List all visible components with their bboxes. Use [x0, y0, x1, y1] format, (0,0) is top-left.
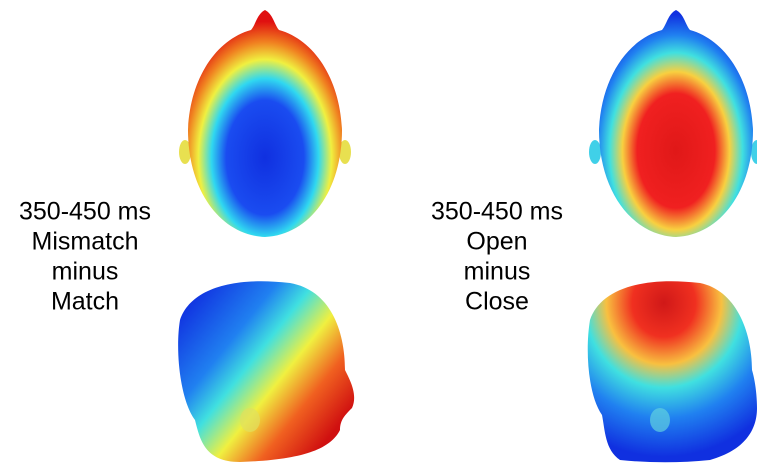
- panel-left: 350-450 ms Mismatch minus Match: [19, 10, 354, 462]
- ear: [650, 408, 670, 432]
- head-side-map: [588, 281, 757, 462]
- label-line: Close: [465, 288, 529, 316]
- label-line: minus: [52, 258, 119, 286]
- label-line: Mismatch: [32, 228, 139, 256]
- ear: [240, 408, 260, 432]
- label-line: 350-450 ms: [431, 198, 563, 226]
- head-side-map: [178, 281, 354, 462]
- head-top-map: [599, 10, 753, 237]
- label-line: Open: [466, 228, 527, 256]
- label-line: minus: [464, 258, 531, 286]
- label-line: Match: [51, 288, 119, 316]
- label-line: 350-450 ms: [19, 198, 151, 226]
- figure: 350-450 ms Mismatch minus Match 350-450 …: [0, 0, 757, 465]
- head-top-map: [188, 10, 342, 237]
- ear: [589, 140, 601, 164]
- panel-right: 350-450 ms Open minus Close: [431, 10, 757, 462]
